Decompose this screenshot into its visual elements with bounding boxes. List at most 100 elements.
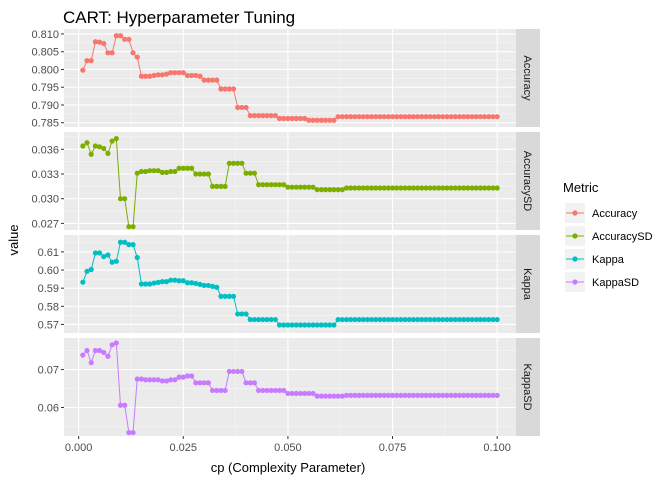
data-point-kappasd <box>184 373 191 379</box>
data-point-accuracy <box>306 117 312 123</box>
data-point-kappa <box>389 316 396 323</box>
data-point-kappa <box>431 316 437 323</box>
data-point-kappasd <box>80 352 86 358</box>
data-point-accuracysd <box>230 160 237 166</box>
data-point-accuracysd <box>205 171 211 177</box>
data-point-accuracy <box>373 114 379 120</box>
facet-strip <box>516 132 540 230</box>
facet-strip <box>516 29 540 127</box>
data-point-accuracy <box>222 86 228 92</box>
data-point-kappasd <box>343 392 350 398</box>
data-point-kappasd <box>243 380 249 386</box>
data-point-accuracysd <box>117 196 124 202</box>
data-point-accuracysd <box>88 151 94 157</box>
data-point-accuracysd <box>201 171 207 177</box>
data-point-kappasd <box>155 377 161 383</box>
data-point-accuracy <box>218 86 224 92</box>
data-point-accuracysd <box>402 185 408 191</box>
data-point-kappasd <box>331 393 337 399</box>
data-point-accuracy <box>381 114 387 120</box>
y-tick-label: 0.036 <box>31 144 59 156</box>
data-point-accuracysd <box>318 187 324 193</box>
data-point-accuracysd <box>461 185 467 191</box>
data-point-kappa <box>268 316 274 323</box>
legend-key-point <box>572 279 578 285</box>
panel-background <box>64 338 516 436</box>
data-point-accuracy <box>180 70 186 76</box>
data-point-accuracysd <box>197 171 203 177</box>
data-point-kappasd <box>214 387 220 394</box>
data-point-kappa <box>226 293 232 299</box>
data-point-kappa <box>218 293 224 299</box>
data-point-accuracysd <box>189 165 195 171</box>
data-point-kappa <box>159 279 165 285</box>
data-point-accuracy <box>339 114 345 120</box>
data-point-kappasd <box>189 373 195 379</box>
data-point-kappa <box>335 316 341 323</box>
data-point-accuracy <box>398 114 404 120</box>
data-point-accuracysd <box>423 185 429 191</box>
legend-key-point <box>572 256 578 262</box>
data-point-kappa <box>147 281 153 287</box>
x-tick-label: 0.000 <box>65 442 93 454</box>
data-point-kappa <box>143 281 149 287</box>
data-point-accuracysd <box>435 185 442 191</box>
data-point-accuracysd <box>239 160 245 166</box>
x-tick-label: 0.050 <box>274 442 302 454</box>
data-point-kappasd <box>327 393 333 399</box>
chart-title: CART: Hyperparameter Tuning <box>63 8 295 27</box>
data-point-kappa <box>410 316 417 323</box>
legend-title: Metric <box>563 180 599 195</box>
x-tick-label: 0.100 <box>483 442 511 454</box>
data-point-kappa <box>302 322 308 328</box>
facet-strip-label: Accuracy <box>521 55 533 101</box>
data-point-kappasd <box>369 392 375 398</box>
panel-background <box>64 132 516 230</box>
data-point-accuracysd <box>456 185 463 191</box>
data-point-kappa <box>398 316 404 323</box>
data-point-kappa <box>377 316 383 323</box>
data-point-accuracy <box>402 114 408 120</box>
data-point-kappa <box>435 316 442 323</box>
data-point-kappa <box>122 239 128 245</box>
data-point-accuracysd <box>159 169 165 175</box>
data-point-accuracy <box>322 117 329 123</box>
data-point-accuracy <box>184 72 191 79</box>
data-point-accuracy <box>494 114 500 120</box>
data-point-kappa <box>80 279 86 285</box>
data-point-accuracy <box>138 73 145 79</box>
data-point-kappa <box>138 281 145 287</box>
data-point-accuracy <box>302 115 308 122</box>
data-point-kappa <box>113 258 119 264</box>
data-point-kappasd <box>260 387 266 394</box>
data-point-kappa <box>419 316 425 323</box>
data-point-kappa <box>88 266 94 273</box>
legend-label: KappaSD <box>592 277 639 289</box>
data-point-accuracy <box>189 72 195 79</box>
data-point-kappa <box>494 316 500 323</box>
data-point-accuracysd <box>105 150 111 157</box>
y-tick-label: 0.61 <box>38 247 59 259</box>
data-point-accuracy <box>477 114 484 120</box>
data-point-accuracysd <box>343 185 350 191</box>
data-point-accuracysd <box>348 185 354 191</box>
legend-key-point <box>572 210 578 216</box>
data-point-accuracy <box>130 50 136 56</box>
data-point-kappasd <box>138 376 145 382</box>
data-point-accuracysd <box>226 160 232 166</box>
data-point-accuracy <box>335 114 341 120</box>
data-point-accuracysd <box>360 185 366 191</box>
data-point-accuracysd <box>147 168 153 174</box>
x-tick-label: 0.025 <box>170 442 198 454</box>
data-point-kappa <box>440 316 446 323</box>
data-point-kappasd <box>92 347 98 354</box>
data-point-kappa <box>331 322 337 328</box>
data-point-accuracy <box>389 114 396 120</box>
data-point-kappasd <box>180 374 186 380</box>
data-point-accuracy <box>96 39 103 45</box>
data-point-accuracy <box>101 40 107 47</box>
data-point-accuracysd <box>176 165 182 171</box>
data-point-accuracysd <box>381 185 387 191</box>
data-point-accuracy <box>201 77 207 83</box>
